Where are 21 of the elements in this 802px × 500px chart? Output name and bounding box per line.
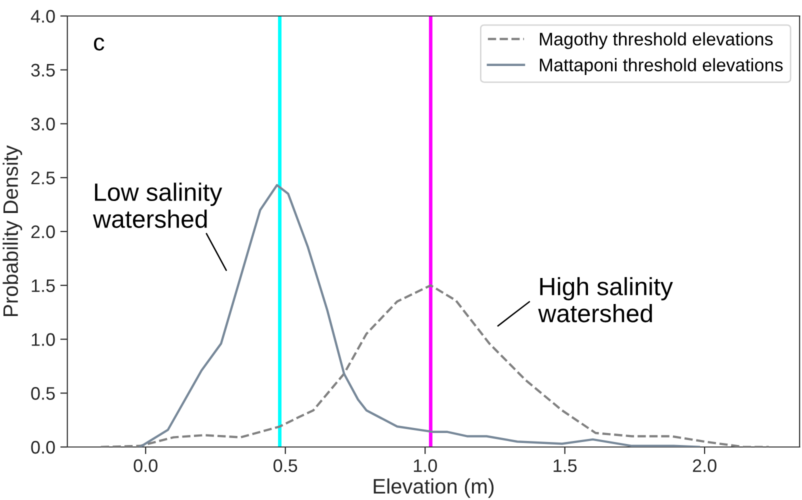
x-axis-title: Elevation (m) bbox=[374, 478, 494, 498]
x-tick-label: 1.5 bbox=[554, 459, 577, 472]
annotation: High salinity watershed bbox=[538, 277, 673, 322]
y-tick-label: 4.0 bbox=[30, 10, 55, 23]
x-tick-label: 0.5 bbox=[274, 459, 298, 472]
x-tick-label: 2.0 bbox=[692, 459, 716, 472]
y-tick-label: 3.0 bbox=[31, 118, 55, 130]
annotation: c bbox=[94, 38, 104, 51]
y-tick-label: 3.5 bbox=[31, 64, 55, 77]
y-tick-label: 0.5 bbox=[31, 387, 55, 400]
annotation: Low salinity watershed bbox=[92, 182, 222, 228]
x-tick-label: 1.0 bbox=[414, 459, 437, 472]
y-tick-label: 2.0 bbox=[31, 225, 55, 238]
y-tick-label: 2.5 bbox=[31, 172, 55, 184]
legend-label: Mattaponi threshold elevations bbox=[540, 58, 783, 75]
y-tick-label: 1.0 bbox=[32, 333, 55, 346]
x-tick-label: 0.0 bbox=[134, 459, 158, 472]
y-tick-label: 1.5 bbox=[32, 279, 55, 292]
y-axis-title: Probability Density bbox=[2, 145, 22, 316]
y-tick-label: 0.0 bbox=[31, 440, 55, 454]
legend-label: Magothy threshold elevations bbox=[540, 32, 773, 50]
